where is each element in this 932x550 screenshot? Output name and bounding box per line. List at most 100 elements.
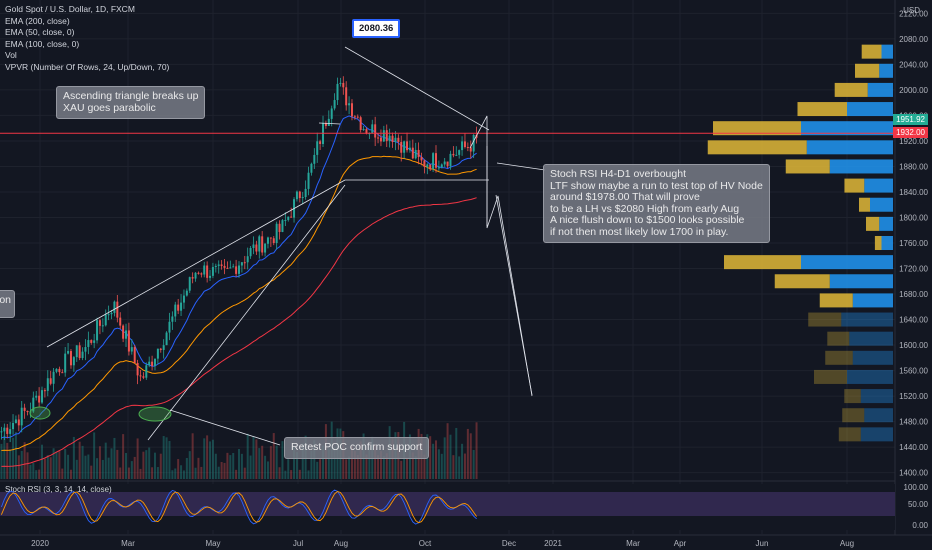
candle-body	[301, 197, 304, 199]
volume-bar	[0, 443, 3, 479]
candle-body	[142, 376, 145, 378]
vp-row-down	[827, 331, 850, 346]
callout-poc[interactable]: Retest POC confirm support	[284, 437, 430, 459]
callout-stoch[interactable]: Stoch RSI H4-D1 overbought LTF show mayb…	[543, 164, 770, 243]
candle-body	[197, 272, 200, 274]
candle-body	[423, 160, 426, 167]
volume-bar	[322, 445, 325, 479]
candle-body	[345, 87, 348, 106]
candle-body	[61, 372, 64, 374]
volume-bar	[411, 452, 414, 479]
stoch-bg	[0, 484, 895, 530]
candle-body	[182, 295, 185, 303]
candle-body	[388, 135, 391, 142]
volume-bar	[12, 437, 15, 479]
vp-row-up	[879, 63, 893, 78]
volume-bar	[272, 433, 275, 479]
volume-bar	[81, 445, 84, 479]
volume-bar	[238, 449, 240, 479]
candle-body	[319, 141, 322, 144]
candle-body	[165, 332, 168, 346]
price-axis: 1400.00 1440.00 1480.00 1520.00 1560.00 1600.…	[894, 0, 932, 550]
candle-body	[171, 316, 174, 322]
candle-body	[437, 167, 440, 169]
y-tick-label: 1680.00	[899, 290, 928, 299]
candle-body	[162, 345, 165, 350]
trendline	[169, 409, 281, 446]
candle-body	[264, 243, 267, 253]
highlight-ellipse	[138, 406, 172, 422]
symbol-title[interactable]: Gold Spot / U.S. Dollar, 1D, FXCM	[5, 4, 135, 14]
candle-body	[52, 371, 55, 384]
candles	[0, 76, 478, 443]
volume-bar	[275, 445, 278, 479]
candle-body	[452, 153, 455, 156]
volume-bar	[235, 469, 238, 479]
candle-body	[107, 314, 110, 316]
volume-profile	[707, 44, 893, 442]
volume-bar	[58, 450, 61, 479]
candle-body	[440, 164, 443, 168]
y-tick-label: 1880.00	[899, 162, 928, 171]
volume-bar	[293, 446, 296, 479]
callout-left-fragment[interactable]: ion	[0, 290, 16, 318]
callout-triangle[interactable]: Ascending triangle breaks up XAU goes pa…	[56, 86, 206, 119]
candle-body	[434, 153, 437, 168]
legend: Gold Spot / U.S. Dollar, 1D, FXCM EMA (2…	[5, 4, 169, 74]
vp-row-up	[864, 178, 893, 193]
time-axis: 2020 Mar May Jul Aug Oct Dec 2021 Mar Apr Jun Aug	[31, 539, 854, 548]
volume-bar	[432, 443, 435, 479]
x-tick-label: 2020	[31, 539, 49, 548]
indicator-vpvr[interactable]: VPVR (Number Of Rows, 24, Up/Down, 70)	[5, 61, 170, 72]
candle-body	[75, 345, 78, 358]
x-tick-label: Apr	[674, 539, 687, 548]
candle-body	[168, 321, 171, 333]
vp-row-down	[842, 408, 865, 423]
volume-bar	[168, 440, 171, 479]
indicator-ema50[interactable]: EMA (50, close, 0)	[5, 27, 75, 38]
volume-bar	[122, 434, 125, 479]
candle-body	[194, 272, 197, 279]
y-tick-label: 1640.00	[899, 316, 928, 325]
candle-body	[180, 302, 183, 311]
volume-bar	[429, 436, 432, 479]
y-tick-label: 1440.00	[899, 443, 928, 452]
volume-bar	[232, 452, 235, 479]
candle-body	[191, 277, 194, 279]
candle-body	[310, 163, 313, 173]
indicator-ema200[interactable]: EMA (200, close)	[5, 15, 70, 26]
volume-bar	[61, 468, 64, 479]
stoch-tick-label: 50.00	[908, 500, 929, 509]
candle-body	[290, 216, 293, 218]
vp-row-down	[808, 312, 842, 327]
volume-bar	[182, 470, 185, 479]
forecast-path	[469, 115, 533, 397]
volume-bar	[41, 444, 44, 479]
volume-bar	[72, 436, 75, 479]
trendline-drawings[interactable]	[0, 46, 895, 446]
candle-body	[275, 223, 278, 244]
indicator-ema100[interactable]: EMA (100, close, 0)	[5, 38, 80, 49]
candle-body	[382, 130, 385, 142]
indicator-vol[interactable]: Vol	[5, 50, 17, 61]
candle-body	[307, 172, 310, 189]
candle-body	[377, 137, 380, 139]
peak-price-label[interactable]: 2080.36	[352, 19, 401, 38]
y-tick-label: 1760.00	[899, 239, 928, 248]
volume-bar	[307, 470, 310, 479]
volume-bar	[249, 455, 252, 479]
candle-body	[203, 265, 206, 275]
stoch-tick-label: 100.00	[904, 483, 929, 492]
vp-row-down	[713, 121, 801, 136]
candle-body	[67, 351, 70, 354]
x-tick-label: Jul	[293, 539, 303, 548]
volume-bar	[32, 462, 35, 479]
volume-bar	[104, 442, 107, 479]
candle-body	[3, 427, 6, 432]
volume-bar	[316, 461, 319, 479]
vp-row-up	[852, 350, 893, 365]
volume-bar	[116, 449, 119, 479]
volume-bar	[443, 437, 446, 479]
candle-body	[455, 154, 458, 156]
